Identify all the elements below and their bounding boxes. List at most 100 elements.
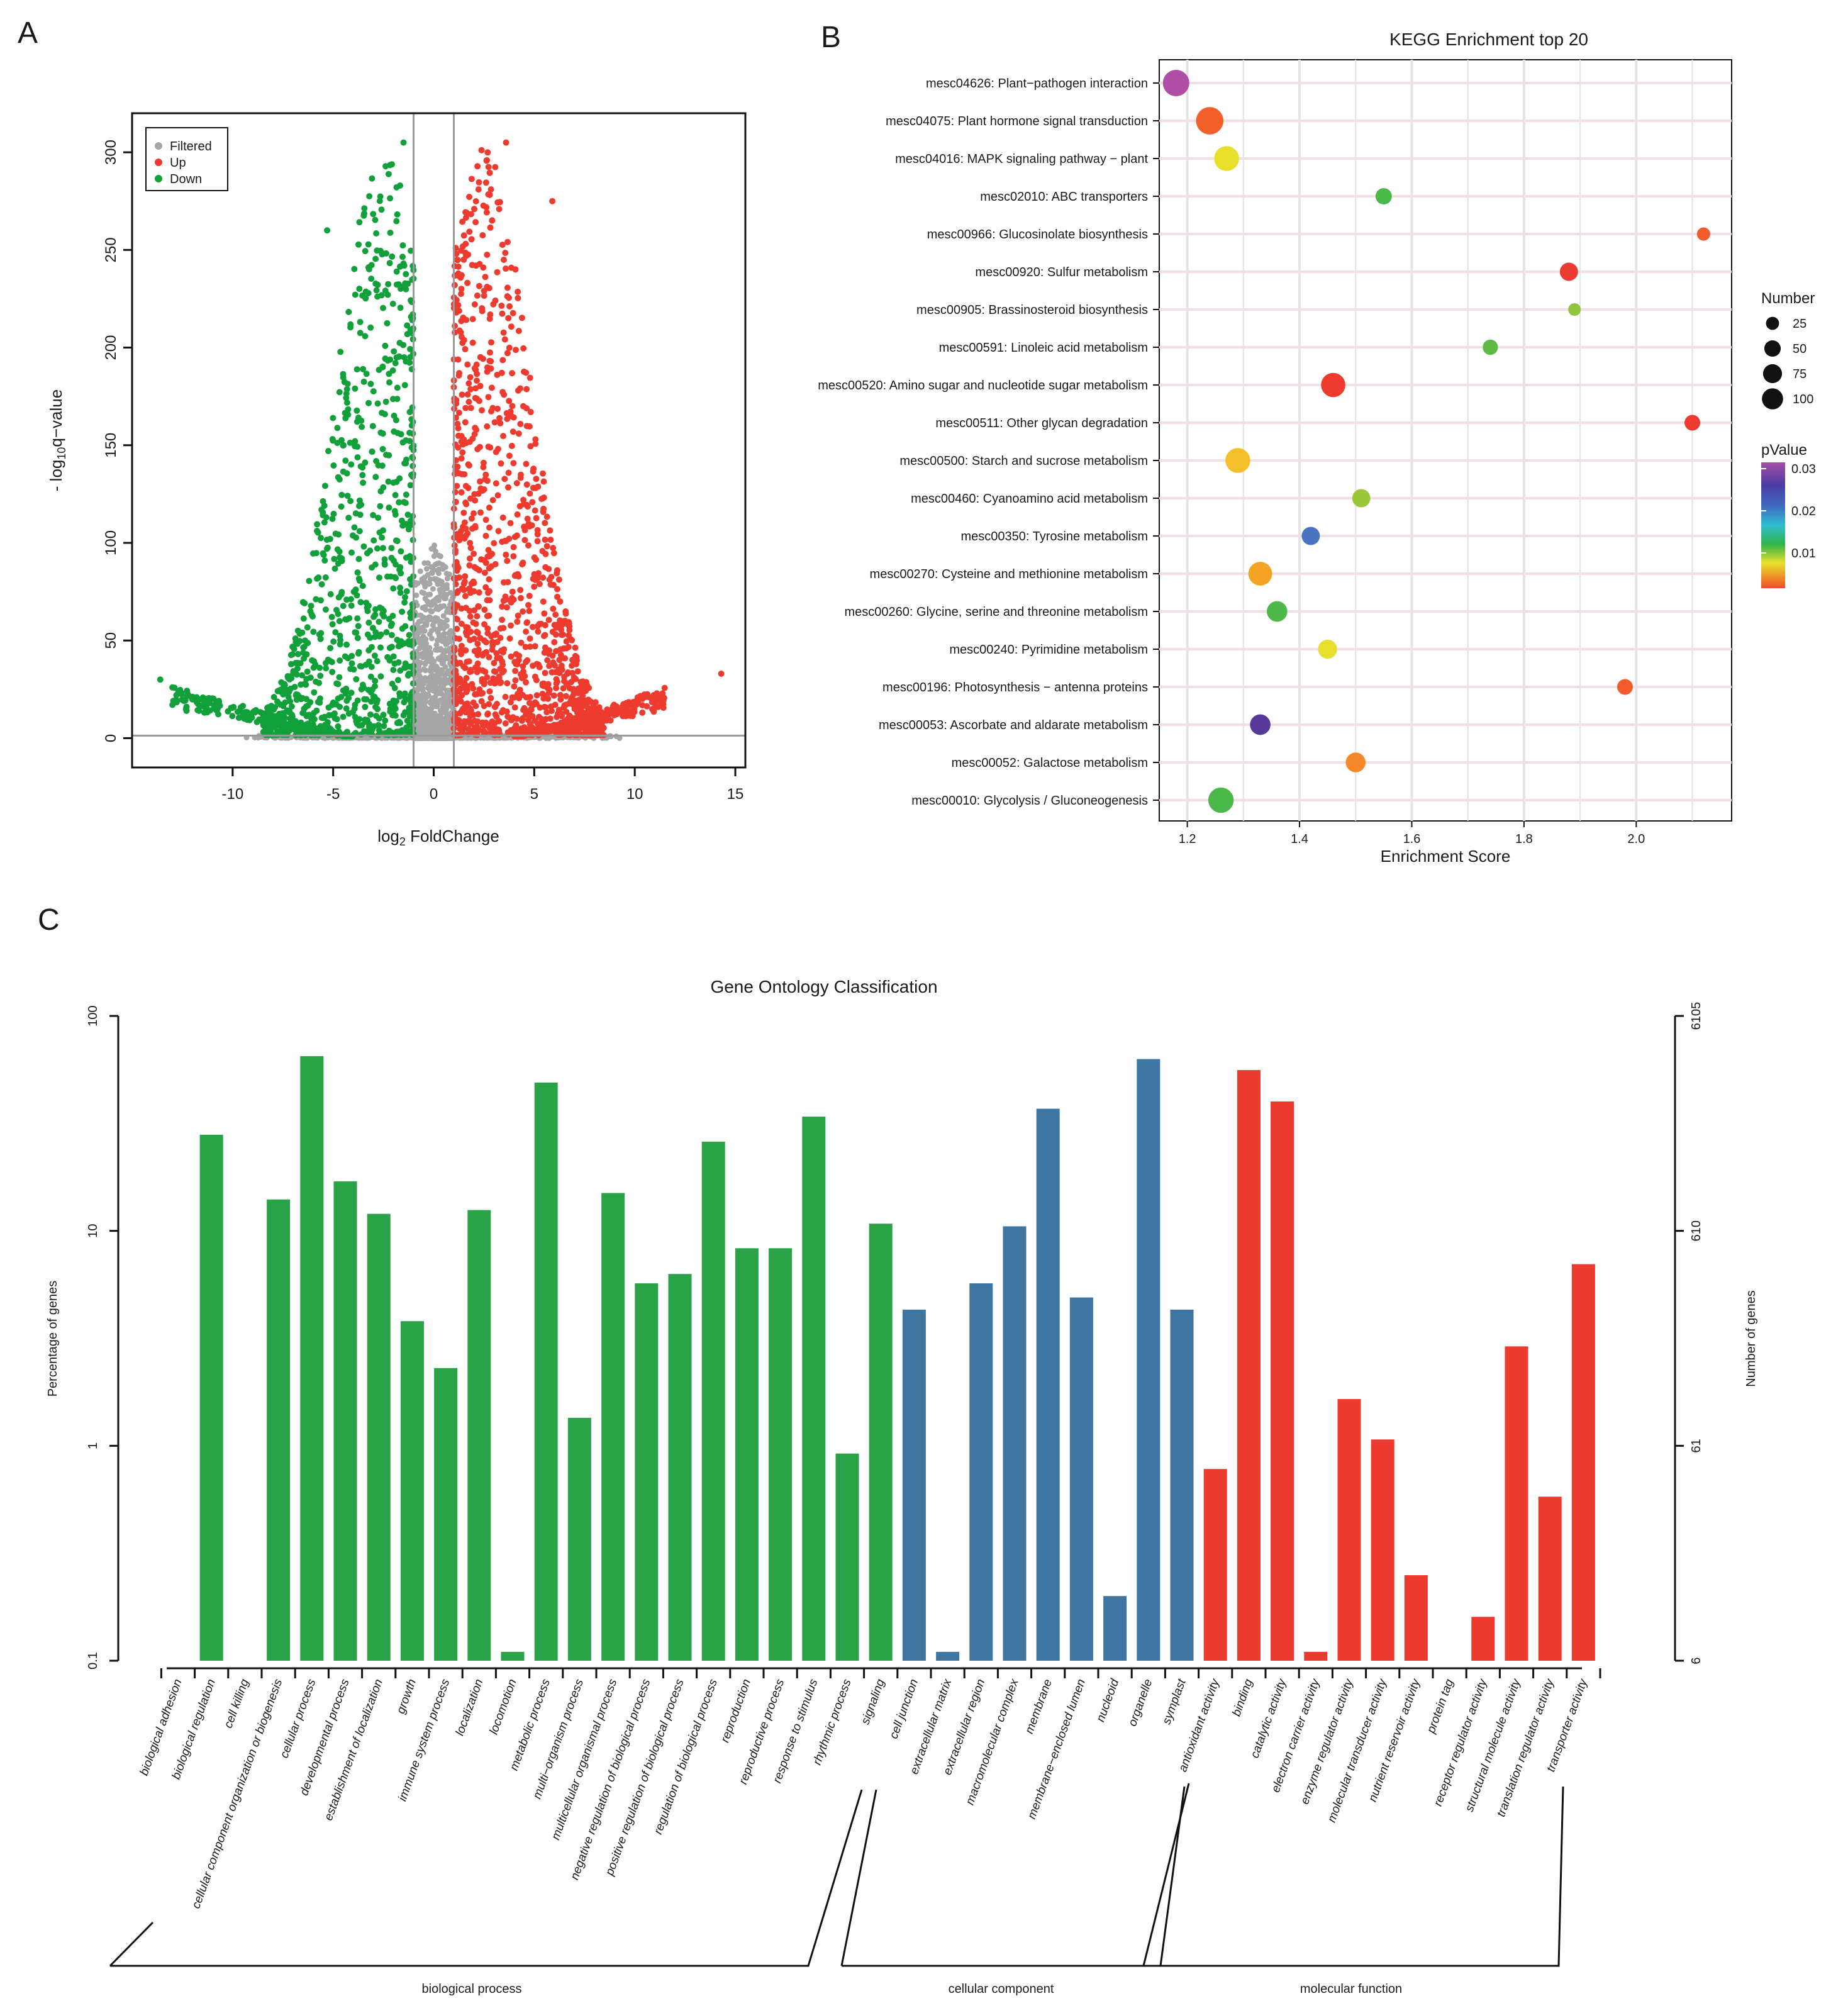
volcano-point-filtered bbox=[447, 631, 452, 637]
volcano-point-down bbox=[297, 660, 304, 667]
volcano-point-up bbox=[503, 265, 509, 272]
volcano-point-down bbox=[377, 503, 384, 510]
volcano-y-tick-label: 100 bbox=[103, 530, 120, 555]
volcano-point-down bbox=[362, 459, 369, 466]
color-legend-tick-label: 0.01 bbox=[1791, 547, 1816, 560]
volcano-point-up bbox=[474, 377, 480, 384]
volcano-point-up bbox=[476, 726, 482, 733]
go-bar bbox=[1137, 1059, 1161, 1661]
volcano-point-up bbox=[526, 374, 533, 381]
volcano-point-down bbox=[372, 703, 379, 710]
volcano-point-filtered bbox=[442, 718, 448, 724]
volcano-point-up bbox=[455, 263, 462, 270]
volcano-point-up bbox=[548, 708, 555, 715]
volcano-point-down bbox=[373, 230, 380, 237]
go-right-y-label: Number of genes bbox=[1744, 1290, 1758, 1386]
volcano-point-up bbox=[650, 708, 657, 715]
volcano-point-filtered bbox=[433, 549, 438, 554]
volcano-point-down bbox=[399, 254, 406, 260]
go-bar bbox=[601, 1193, 625, 1661]
volcano-point-down bbox=[360, 479, 367, 486]
volcano-point-up bbox=[558, 627, 565, 633]
volcano-point-up bbox=[497, 420, 504, 427]
volcano-point-down bbox=[325, 704, 332, 711]
volcano-point-up bbox=[523, 501, 530, 508]
volcano-point-filtered bbox=[447, 695, 454, 701]
volcano-point-up bbox=[547, 715, 554, 722]
volcano-point-down bbox=[367, 381, 374, 388]
volcano-point-up bbox=[624, 703, 631, 710]
volcano-point-up bbox=[526, 635, 533, 642]
volcano-point-up bbox=[506, 303, 513, 309]
volcano-point-up bbox=[466, 562, 473, 569]
volcano-point-up bbox=[499, 514, 506, 521]
volcano-point-down bbox=[357, 330, 364, 337]
volcano-point-filtered bbox=[415, 678, 421, 684]
volcano-point-down bbox=[306, 577, 313, 584]
kegg-pathway-label: mesc00196: Photosynthesis − antenna prot… bbox=[882, 681, 1148, 694]
volcano-point-filtered bbox=[443, 571, 450, 577]
volcano-point-up bbox=[484, 674, 491, 681]
volcano-point-up bbox=[532, 718, 538, 725]
volcano-point-up bbox=[477, 354, 484, 360]
volcano-point-up bbox=[620, 713, 626, 720]
volcano-point-down bbox=[375, 722, 382, 728]
volcano-point-down bbox=[294, 627, 301, 634]
volcano-point-up bbox=[645, 693, 652, 700]
volcano-point-up bbox=[550, 545, 557, 552]
volcano-point-down bbox=[362, 248, 369, 255]
volcano-point-down bbox=[368, 276, 375, 282]
volcano-point-down bbox=[377, 193, 384, 200]
volcano-point-up bbox=[474, 163, 481, 170]
volcano-point-up bbox=[521, 368, 527, 375]
volcano-point-down bbox=[181, 697, 187, 704]
volcano-point-up bbox=[455, 410, 462, 416]
volcano-point-up bbox=[509, 309, 516, 316]
volcano-point-up bbox=[499, 667, 506, 674]
color-legend-tick-label: 0.03 bbox=[1791, 462, 1816, 476]
volcano-point-up bbox=[482, 179, 489, 186]
volcano-point-down bbox=[333, 701, 340, 708]
volcano-point-up bbox=[486, 169, 493, 176]
volcano-point-down bbox=[380, 250, 387, 257]
volcano-point-up bbox=[585, 719, 592, 726]
volcano-point-up bbox=[467, 540, 474, 547]
volcano-point-down bbox=[403, 724, 410, 731]
volcano-point-down bbox=[308, 603, 314, 610]
volcano-point-up bbox=[554, 593, 560, 600]
volcano-point-up bbox=[504, 680, 511, 687]
volcano-point-down bbox=[328, 613, 335, 620]
legend-filtered-label: Filtered bbox=[170, 140, 212, 153]
volcano-point-up bbox=[523, 460, 530, 467]
volcano-point-up bbox=[509, 588, 516, 595]
volcano-point-up bbox=[504, 557, 511, 564]
volcano-point-down bbox=[348, 461, 355, 468]
volcano-point-filtered bbox=[435, 629, 441, 635]
volcano-point-filtered bbox=[415, 692, 420, 698]
volcano-point-down bbox=[347, 439, 353, 446]
volcano-point-down bbox=[246, 717, 253, 723]
volcano-point-down bbox=[365, 241, 372, 248]
volcano-point-down bbox=[342, 457, 349, 464]
volcano-point-up bbox=[452, 323, 459, 330]
volcano-point-down bbox=[374, 697, 381, 703]
go-category-label: molecular transducer activity bbox=[1325, 1676, 1390, 1824]
volcano-point-down bbox=[335, 531, 342, 538]
volcano-point-down bbox=[323, 514, 330, 521]
volcano-point-up bbox=[488, 384, 495, 391]
volcano-point-down bbox=[257, 709, 264, 716]
volcano-point-down bbox=[336, 389, 343, 396]
volcano-point-down bbox=[234, 708, 241, 715]
volcano-point-up bbox=[506, 452, 513, 459]
volcano-point-down bbox=[389, 367, 396, 374]
volcano-point-down bbox=[385, 170, 392, 177]
volcano-point-down bbox=[240, 711, 247, 718]
volcano-point-up bbox=[571, 723, 578, 730]
volcano-point-down bbox=[395, 659, 402, 666]
volcano-point-filtered bbox=[425, 591, 431, 598]
volcano-point-down bbox=[299, 723, 306, 730]
volcano-point-up bbox=[456, 327, 463, 334]
volcano-point-up bbox=[467, 545, 474, 552]
volcano-point-down bbox=[408, 247, 415, 254]
